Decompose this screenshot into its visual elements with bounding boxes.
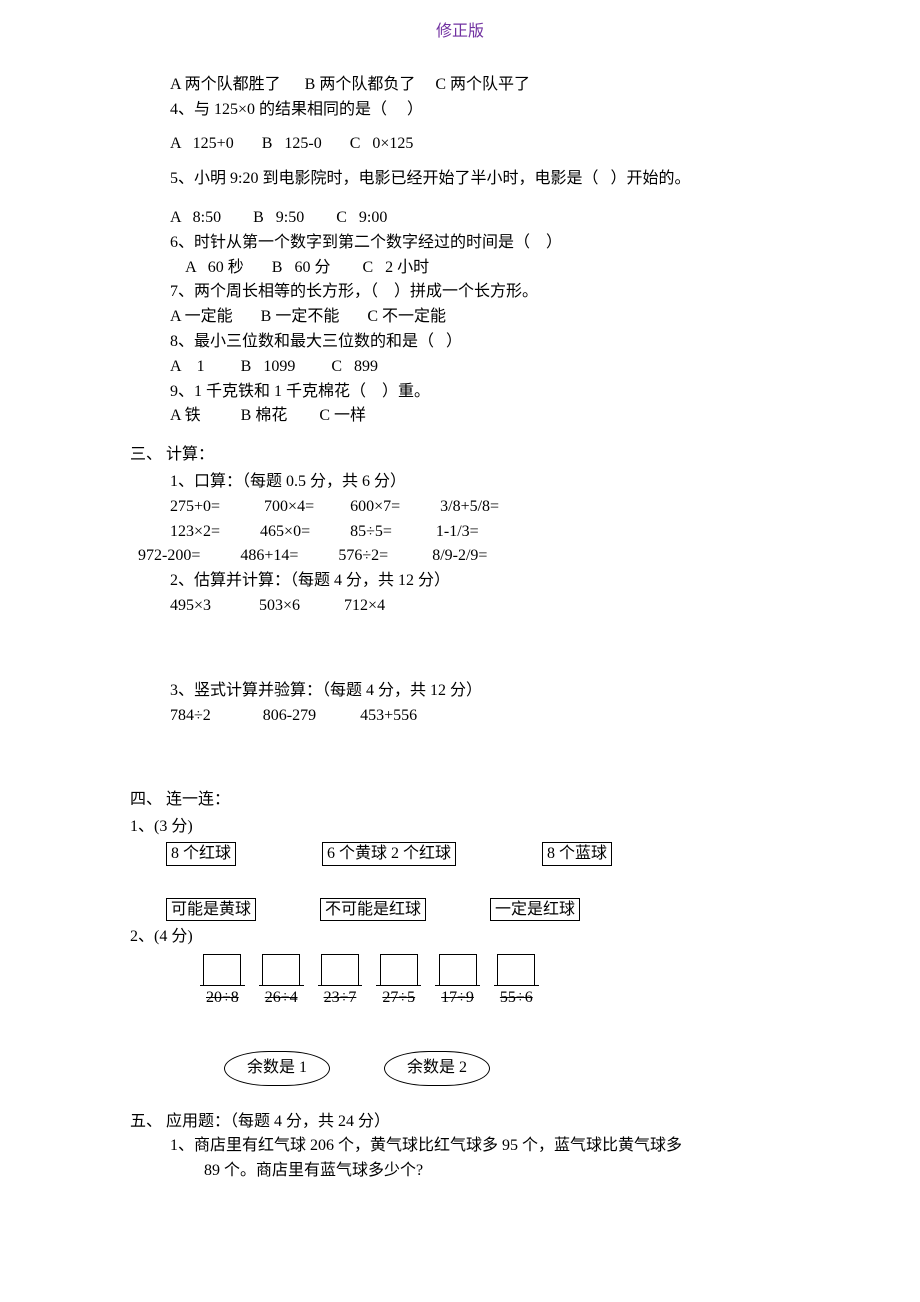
label-maybe-yellow: 可能是黄球	[166, 898, 256, 922]
q5-options: A 8:50 B 9:50 C 9:00	[130, 206, 790, 231]
q2-box	[321, 954, 359, 985]
q2-item: 23÷7	[318, 954, 363, 1011]
label-must-red: 一定是红球	[490, 898, 580, 922]
sec3-sub2: 2、估算并计算：（每题 4 分，共 12 分）	[130, 569, 790, 594]
q2-box	[497, 954, 535, 985]
page-header: 修正版	[130, 20, 790, 45]
q2-expr: 17÷9	[435, 985, 480, 1011]
sec3-row4: 495×3 503×6 712×4	[130, 594, 790, 619]
q2-expr: 55÷6	[494, 985, 539, 1011]
q7-text: 7、两个周长相等的长方形，（ ）拼成一个长方形。	[130, 280, 790, 305]
sec4-q2-label: 2、(4 分)	[130, 925, 790, 950]
q3-options: A 两个队都胜了 B 两个队都负了 C 两个队平了	[130, 73, 790, 98]
q6-text: 6、时针从第一个数字到第二个数字经过的时间是（ ）	[130, 231, 790, 256]
q4-options: A 125+0 B 125-0 C 0×125	[130, 132, 790, 157]
sec4-boxes-bottom: 可能是黄球 不可能是红球 一定是红球	[130, 898, 790, 922]
q2-item: 17÷9	[435, 954, 480, 1011]
box-red: 8 个红球	[166, 842, 236, 866]
sec3-row1: 275+0= 700×4= 600×7= 3/8+5/8=	[130, 495, 790, 520]
sec3-sub3: 3、竖式计算并验算：（每题 4 分，共 12 分）	[130, 679, 790, 704]
sec3-row5: 784÷2 806-279 453+556	[130, 704, 790, 729]
q2-box	[262, 954, 300, 985]
q8-options: A 1 B 1099 C 899	[130, 355, 790, 380]
label-not-red: 不可能是红球	[320, 898, 426, 922]
q2-expr: 20÷8	[200, 985, 245, 1011]
section5-title: 五、 应用题：（每题 4 分，共 24 分）	[130, 1110, 790, 1135]
q2-box	[203, 954, 241, 985]
q2-item: 20÷8	[200, 954, 245, 1011]
sec4-q1-label: 1、(3 分)	[130, 815, 790, 840]
box-yellow-red: 6 个黄球 2 个红球	[322, 842, 456, 866]
sec5-q1a: 1、商店里有红气球 206 个，黄气球比红气球多 95 个，蓝气球比黄气球多	[130, 1134, 790, 1159]
sec4-boxes-top: 8 个红球 6 个黄球 2 个红球 8 个蓝球	[130, 842, 790, 866]
q2-expr: 23÷7	[318, 985, 363, 1011]
sec3-row3: 972-200= 486+14= 576÷2= 8/9-2/9=	[130, 544, 790, 569]
page-body: 修正版 A 两个队都胜了 B 两个队都负了 C 两个队平了 4、与 125×0 …	[0, 0, 920, 1224]
sec3-row2: 123×2= 465×0= 85÷5= 1-1/3=	[130, 520, 790, 545]
sec3-sub1: 1、口算：（每题 0.5 分，共 6 分）	[130, 470, 790, 495]
q4-text: 4、与 125×0 的结果相同的是（ ）	[130, 98, 790, 123]
q7-options: A 一定能 B 一定不能 C 不一定能	[130, 305, 790, 330]
q8-text: 8、最小三位数和最大三位数的和是（ ）	[130, 330, 790, 355]
section3-title: 三、 计算：	[130, 443, 790, 468]
q2-item: 26÷4	[259, 954, 304, 1011]
sec4-q2-row: 20÷8 26÷4 23÷7 27÷5 17÷9 55÷6	[130, 954, 790, 1011]
q2-item: 55÷6	[494, 954, 539, 1011]
q6-options: A 60 秒 B 60 分 C 2 小时	[130, 256, 790, 281]
q9-options: A 铁 B 棉花 C 一样	[130, 404, 790, 429]
q9-text: 9、1 千克铁和 1 千克棉花（ ）重。	[130, 380, 790, 405]
q5-text: 5、小明 9:20 到电影院时，电影已经开始了半小时，电影是（ ）开始的。	[130, 167, 790, 192]
box-blue: 8 个蓝球	[542, 842, 612, 866]
section4-title: 四、 连一连：	[130, 788, 790, 813]
q2-expr: 26÷4	[259, 985, 304, 1011]
sec5-q1b: 89 个。商店里有蓝气球多少个?	[130, 1159, 790, 1184]
oval-rem2: 余数是 2	[384, 1051, 490, 1086]
q2-item: 27÷5	[376, 954, 421, 1011]
q2-box	[439, 954, 477, 985]
q2-box	[380, 954, 418, 985]
sec4-ovals: 余数是 1 余数是 2	[130, 1051, 790, 1086]
oval-rem1: 余数是 1	[224, 1051, 330, 1086]
q2-expr: 27÷5	[376, 985, 421, 1011]
